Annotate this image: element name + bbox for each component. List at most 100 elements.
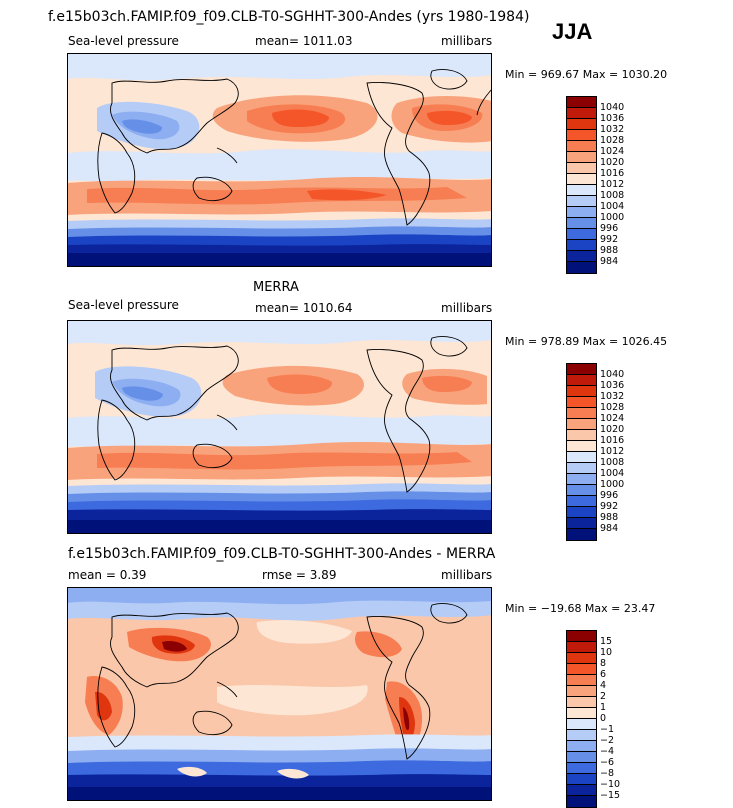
panel2-colorbar-tick-label: 1008	[600, 457, 625, 468]
panel2-colorbar-tick-label: 996	[600, 490, 619, 501]
panel1-colorbar-swatch	[567, 229, 596, 240]
panel3-colorbar-swatch	[567, 664, 596, 675]
panel2-title: MERRA	[253, 280, 299, 295]
panel3-colorbar-swatch	[567, 796, 596, 807]
panel1-colorbar-swatch	[567, 152, 596, 163]
panel3-colorbar-swatch	[567, 741, 596, 752]
panel3-colorbar-tick-label: 2	[600, 691, 607, 702]
season-label: JJA	[552, 19, 593, 44]
panel1-colorbar-tick-label: 1024	[600, 146, 625, 157]
panel3-colorbar-tick-label: 15	[600, 636, 613, 647]
panel1-units: millibars	[441, 34, 493, 48]
panel3-colorbar-tick-label: −6	[600, 757, 615, 768]
panel1-colorbar-swatch	[567, 130, 596, 141]
panel3-colorbar-swatch	[567, 752, 596, 763]
panel1-colorbar-swatch	[567, 174, 596, 185]
panel2-colorbar-swatch	[567, 419, 596, 430]
panel2-colorbar-tick-label: 992	[600, 501, 619, 512]
panel3-units: millibars	[441, 568, 493, 582]
panel3-colorbar-swatch	[567, 763, 596, 774]
panel3-colorbar-swatch	[567, 708, 596, 719]
panel2-colorbar-tick-label: 1020	[600, 424, 625, 435]
panel1-colorbar-tick-label: 1000	[600, 212, 625, 223]
panel3-colorbar-swatch	[567, 642, 596, 653]
figure-title: f.e15b03ch.FAMIP.f09_f09.CLB-T0-SGHHT-30…	[48, 9, 530, 25]
panel2-units: millibars	[441, 301, 493, 315]
panel1-colorbar-tick-label: 1020	[600, 157, 625, 168]
panel1-colorbar-tick-label: 1004	[600, 201, 625, 212]
panel2-colorbar-swatch	[567, 529, 596, 540]
panel1-colorbar-tick-label: 1012	[600, 179, 625, 190]
panel1-colorbar-swatch	[567, 218, 596, 229]
panel3-colorbar-tick-label: −15	[600, 790, 621, 801]
panel3-colorbar-swatch	[567, 785, 596, 796]
panel1-colorbar-tick-label: 1008	[600, 190, 625, 201]
panel3-colorbar-tick-label: −8	[600, 768, 615, 779]
panel3-colorbar-tick-label: 0	[600, 713, 607, 724]
panel1-colorbar-swatch	[567, 262, 596, 273]
panel2-mean: mean= 1010.64	[255, 301, 353, 315]
panel3-colorbar-swatch	[567, 653, 596, 664]
panel3-colorbar-tick-label: −2	[600, 735, 615, 746]
panel2-colorbar-tick-label: 1024	[600, 413, 625, 424]
panel1-colorbar	[566, 96, 597, 274]
panel3-rmse: rmse = 3.89	[262, 568, 337, 582]
panel2-colorbar-tick-label: 1004	[600, 468, 625, 479]
panel1-colorbar-tick-label: 984	[600, 256, 619, 267]
panel3-mean: mean = 0.39	[68, 568, 147, 582]
panel1-colorbar-tick-label: 1016	[600, 168, 625, 179]
panel3-colorbar-tick-label: 8	[600, 658, 607, 669]
panel3-colorbar-tick-label: −4	[600, 746, 615, 757]
panel1-minmax: Min = 969.67 Max = 1030.20	[505, 68, 668, 81]
panel1-colorbar-swatch	[567, 97, 596, 108]
panel2-colorbar-tick-label: 988	[600, 512, 619, 523]
panel2-colorbar-swatch	[567, 518, 596, 529]
panel2-colorbar-swatch	[567, 507, 596, 518]
panel1-slp-map	[67, 53, 492, 267]
panel1-colorbar-swatch	[567, 196, 596, 207]
panel1-colorbar-tick-label: 1036	[600, 113, 625, 124]
panel3-colorbar-swatch	[567, 675, 596, 686]
panel2-colorbar-swatch	[567, 496, 596, 507]
panel1-colorbar-swatch	[567, 163, 596, 174]
panel2-slp-map	[67, 320, 492, 534]
panel3-colorbar-swatch	[567, 730, 596, 741]
panel2-colorbar-swatch	[567, 474, 596, 485]
panel3-colorbar-swatch	[567, 697, 596, 708]
panel2-colorbar-swatch	[567, 408, 596, 419]
panel2-colorbar-swatch	[567, 441, 596, 452]
panel1-colorbar-tick-label: 996	[600, 223, 619, 234]
panel3-colorbar-tick-label: −10	[600, 779, 621, 790]
panel2-colorbar-swatch	[567, 463, 596, 474]
panel3-colorbar-swatch	[567, 774, 596, 785]
panel1-colorbar-swatch	[567, 119, 596, 130]
panel1-mean: mean= 1011.03	[255, 34, 353, 48]
panel2-colorbar-tick-label: 1000	[600, 479, 625, 490]
panel1-colorbar-swatch	[567, 185, 596, 196]
panel2-colorbar-swatch	[567, 452, 596, 463]
panel2-colorbar-tick-label: 1016	[600, 435, 625, 446]
panel3-colorbar-swatch	[567, 686, 596, 697]
panel2-colorbar-swatch	[567, 375, 596, 386]
panel1-colorbar-tick-label: 1032	[600, 124, 625, 135]
panel1-colorbar-swatch	[567, 141, 596, 152]
panel1-colorbar-tick-label: 1040	[600, 102, 625, 113]
panel2-variable: Sea-level pressure	[68, 298, 179, 312]
panel3-colorbar-swatch	[567, 631, 596, 642]
panel2-colorbar-swatch	[567, 397, 596, 408]
panel3-colorbar	[566, 630, 597, 808]
panel2-colorbar-tick-label: 1012	[600, 446, 625, 457]
panel2-colorbar	[566, 363, 597, 541]
panel2-colorbar-tick-label: 984	[600, 523, 619, 534]
panel3-colorbar-tick-label: 6	[600, 669, 607, 680]
panel1-colorbar-tick-label: 992	[600, 234, 619, 245]
panel3-colorbar-tick-label: 10	[600, 647, 613, 658]
panel3-difference-map	[67, 587, 492, 801]
panel2-colorbar-swatch	[567, 364, 596, 375]
panel3-colorbar-swatch	[567, 719, 596, 730]
panel3-minmax: Min = −19.68 Max = 23.47	[505, 602, 656, 615]
panel2-minmax: Min = 978.89 Max = 1026.45	[505, 335, 668, 348]
panel2-colorbar-tick-label: 1040	[600, 369, 625, 380]
panel3-title: f.e15b03ch.FAMIP.f09_f09.CLB-T0-SGHHT-30…	[68, 546, 496, 562]
panel1-colorbar-swatch	[567, 207, 596, 218]
